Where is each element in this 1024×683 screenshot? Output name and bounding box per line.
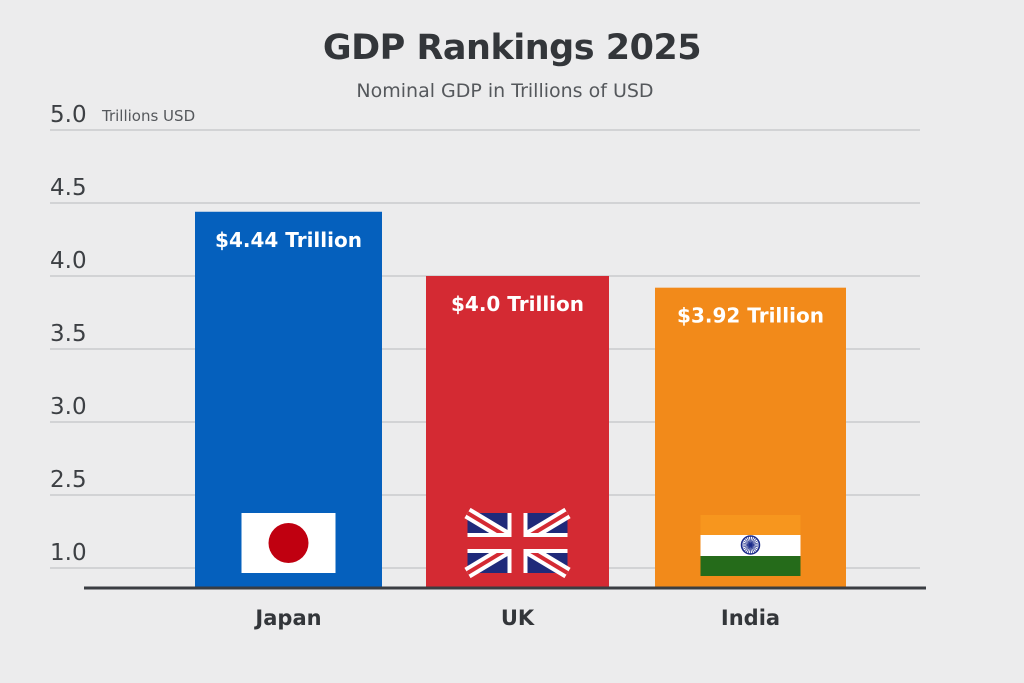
data-label: $3.92 Trillion <box>677 304 824 328</box>
x-tick-label: India <box>721 606 780 630</box>
japan-flag-icon <box>241 513 336 573</box>
y-tick-label: 5.0 <box>50 102 87 128</box>
x-tick-label: Japan <box>253 606 321 630</box>
y-axis-unit-label: Trillions USD <box>101 107 195 125</box>
chart-subtitle: Nominal GDP in Trillions of USD <box>356 80 654 102</box>
y-tick-label: 1.0 <box>50 540 87 566</box>
chart-title: GDP Rankings 2025 <box>322 28 702 68</box>
y-tick-label: 4.0 <box>50 248 87 274</box>
y-tick-label: 3.5 <box>50 321 87 347</box>
y-tick-label: 4.5 <box>50 175 87 201</box>
x-tick-label: UK <box>501 606 535 630</box>
india-flag-icon <box>700 515 801 576</box>
data-label: $4.44 Trillion <box>215 228 362 252</box>
y-tick-label: 2.5 <box>50 467 87 493</box>
uk-flag-icon <box>464 507 571 579</box>
data-label: $4.0 Trillion <box>451 292 584 316</box>
y-tick-label: 3.0 <box>50 394 87 420</box>
